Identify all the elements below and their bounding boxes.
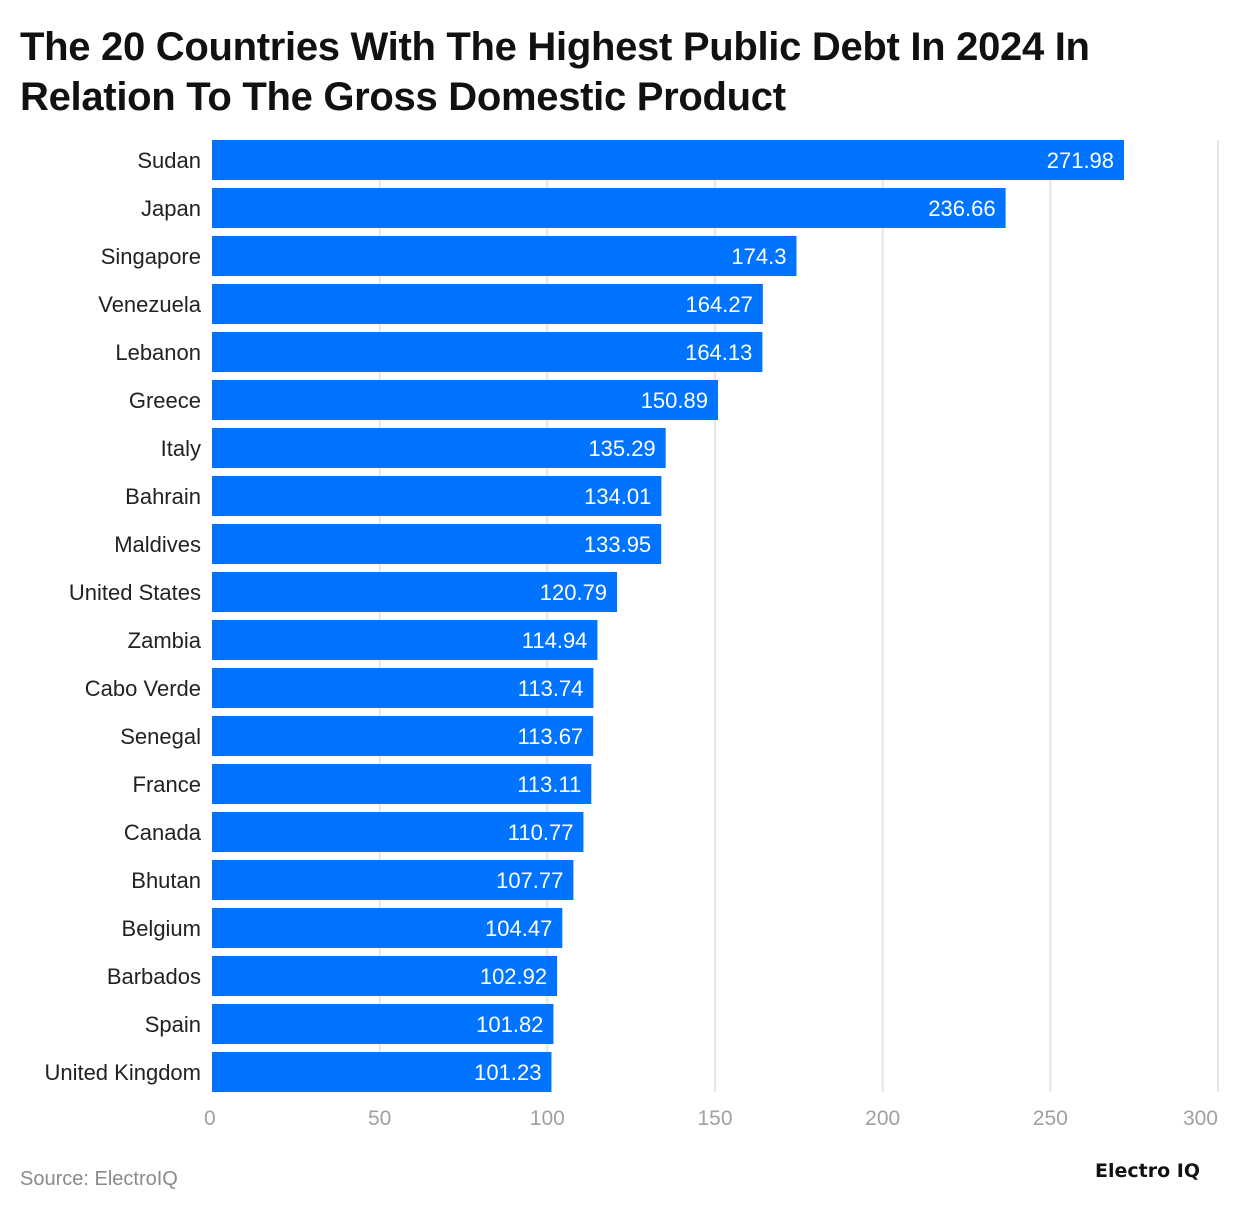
bar (212, 956, 558, 996)
value-label: 110.77 (508, 820, 574, 845)
x-axis-ticks: 0 50 100 150 200 250 300 (204, 1107, 1218, 1130)
brand-logo: Electro IQ (1095, 1160, 1200, 1182)
x-tick-label: 100 (530, 1107, 565, 1130)
bar (212, 236, 797, 276)
bar (212, 908, 563, 948)
x-tick-label: 0 (204, 1107, 216, 1130)
category-label: Greece (129, 388, 201, 413)
category-label: Barbados (107, 964, 201, 989)
value-label: 135.29 (588, 436, 655, 461)
category-label: Canada (124, 820, 202, 845)
bar (212, 860, 574, 900)
category-label: Bahrain (125, 484, 201, 509)
category-label: Maldives (114, 532, 201, 557)
value-label: 101.82 (476, 1012, 543, 1037)
category-label: Italy (161, 436, 201, 461)
value-label: 120.79 (540, 580, 607, 605)
category-label: France (133, 772, 201, 797)
value-label: 134.01 (584, 484, 651, 509)
bar (212, 140, 1125, 180)
value-label: 102.92 (480, 964, 547, 989)
value-label: 236.66 (928, 196, 995, 221)
category-label: Venezuela (98, 292, 202, 317)
bar (212, 764, 592, 804)
value-labels: 271.98 236.66 174.3 164.27 164.13 150.89 135.2… (474, 148, 1114, 1085)
value-label: 113.11 (517, 772, 581, 797)
bar (212, 428, 666, 468)
category-label: United Kingdom (44, 1060, 201, 1085)
value-label: 101.23 (474, 1060, 541, 1085)
chart-title: The 20 Countries With The Highest Public… (20, 25, 1090, 119)
x-tick-label: 250 (1033, 1107, 1068, 1130)
category-label: Spain (145, 1012, 201, 1037)
value-label: 107.77 (496, 868, 563, 893)
category-label: United States (69, 580, 201, 605)
category-label: Bhutan (131, 868, 201, 893)
bar (212, 620, 598, 660)
bar (212, 716, 594, 756)
bar (212, 476, 662, 516)
category-label: Cabo Verde (85, 676, 201, 701)
value-label: 133.95 (584, 532, 651, 557)
bar (212, 284, 763, 324)
bar (212, 572, 618, 612)
value-label: 150.89 (641, 388, 708, 413)
x-tick-label: 150 (697, 1107, 732, 1130)
bar (212, 812, 584, 852)
category-label: Senegal (120, 724, 201, 749)
category-label: Japan (141, 196, 201, 221)
bar (212, 524, 662, 564)
value-label: 271.98 (1047, 148, 1114, 173)
bar-chart: Sudan Japan Singapore Venezuela Lebanon Greec… (44, 140, 1219, 1130)
value-label: 164.27 (686, 292, 753, 317)
bar (212, 1052, 552, 1092)
bar (212, 668, 594, 708)
bar (212, 332, 763, 372)
value-label: 113.74 (518, 676, 584, 701)
x-tick-label: 300 (1183, 1107, 1218, 1130)
value-label: 164.13 (685, 340, 752, 365)
category-label: Belgium (122, 916, 201, 941)
value-label: 104.47 (485, 916, 552, 941)
category-label: Lebanon (115, 340, 201, 365)
bar (212, 1004, 554, 1044)
value-label: 113.67 (518, 724, 584, 749)
bar (212, 380, 718, 420)
category-labels: Sudan Japan Singapore Venezuela Lebanon Greec… (44, 148, 201, 1085)
category-label: Zambia (128, 628, 202, 653)
value-label: 114.94 (522, 628, 588, 653)
source-note: Source: ElectroIQ (20, 1168, 178, 1190)
bars (212, 140, 1125, 1092)
bar (212, 188, 1006, 228)
category-label: Sudan (137, 148, 201, 173)
x-tick-label: 50 (368, 1107, 391, 1130)
grid-lines (378, 140, 1219, 1092)
category-label: Singapore (101, 244, 201, 269)
x-tick-label: 200 (865, 1107, 900, 1130)
value-label: 174.3 (731, 244, 786, 269)
